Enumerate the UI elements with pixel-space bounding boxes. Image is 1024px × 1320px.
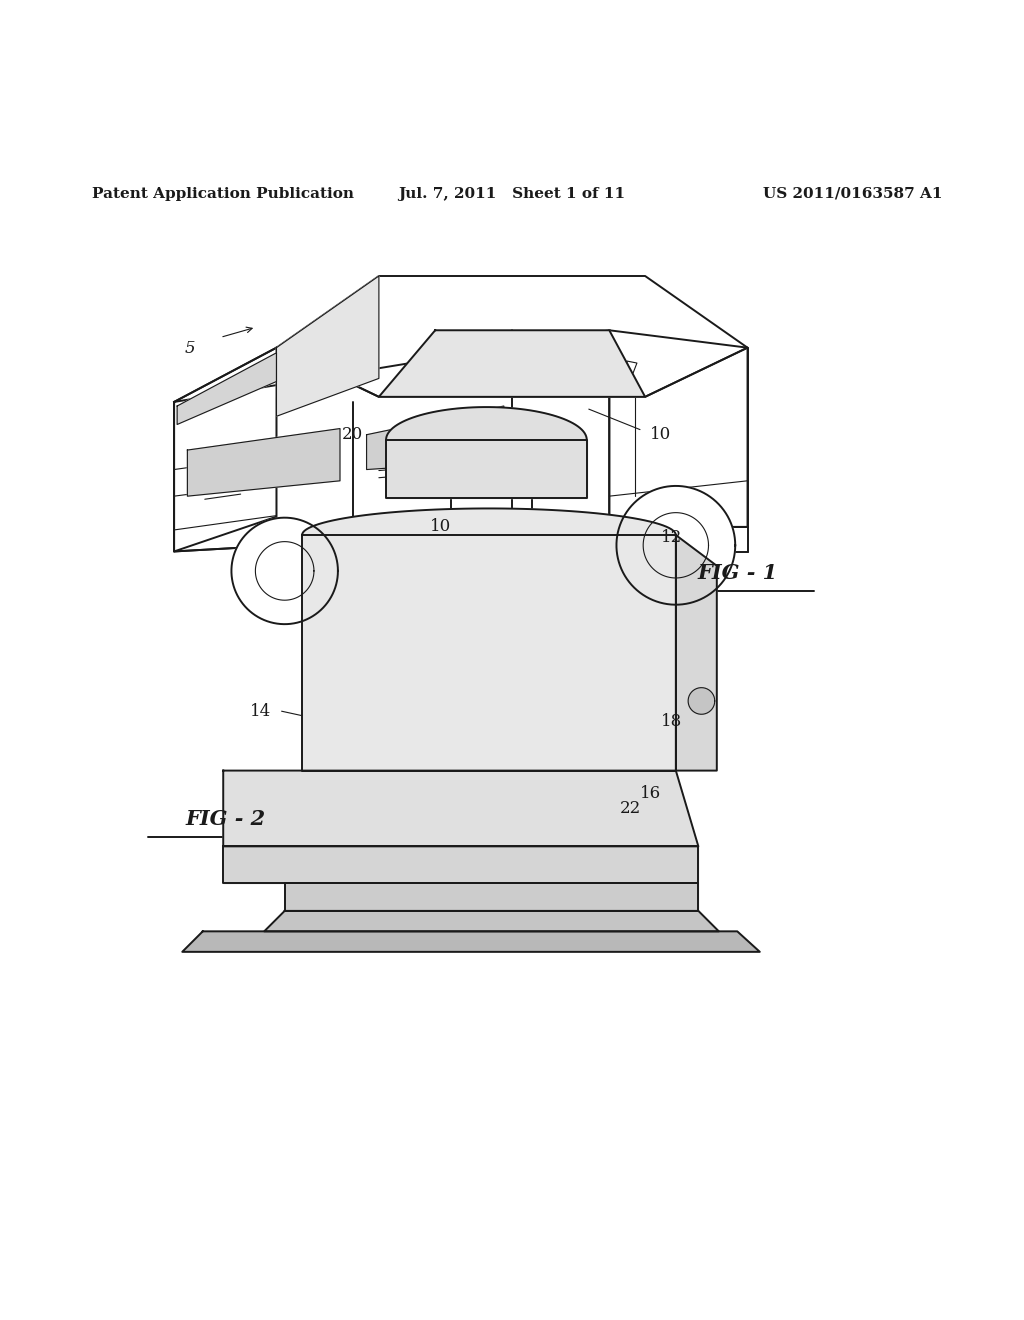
Text: 12: 12 xyxy=(660,528,682,545)
Polygon shape xyxy=(616,486,735,605)
Polygon shape xyxy=(676,535,717,771)
Polygon shape xyxy=(367,407,504,470)
Text: Patent Application Publication: Patent Application Publication xyxy=(92,187,354,201)
Polygon shape xyxy=(302,535,676,771)
Polygon shape xyxy=(276,276,748,397)
Polygon shape xyxy=(285,883,698,911)
Polygon shape xyxy=(379,330,645,397)
Text: 22: 22 xyxy=(620,800,641,817)
Text: US 2011/0163587 A1: US 2011/0163587 A1 xyxy=(763,187,942,201)
Text: Jul. 7, 2011   Sheet 1 of 11: Jul. 7, 2011 Sheet 1 of 11 xyxy=(398,187,626,201)
Text: 10: 10 xyxy=(430,519,451,536)
Text: 16: 16 xyxy=(640,784,662,801)
Polygon shape xyxy=(302,508,676,535)
Polygon shape xyxy=(231,517,338,624)
Polygon shape xyxy=(264,911,719,932)
Text: FIG - 2: FIG - 2 xyxy=(185,809,265,829)
Text: 20: 20 xyxy=(342,426,364,444)
Polygon shape xyxy=(177,352,276,425)
Polygon shape xyxy=(386,407,587,440)
Polygon shape xyxy=(609,330,748,527)
Polygon shape xyxy=(174,330,609,552)
Polygon shape xyxy=(187,429,340,496)
Polygon shape xyxy=(182,932,760,952)
Text: 18: 18 xyxy=(660,713,682,730)
Polygon shape xyxy=(174,347,276,552)
Polygon shape xyxy=(688,688,715,714)
Polygon shape xyxy=(223,771,698,846)
Polygon shape xyxy=(223,846,698,883)
Text: 5: 5 xyxy=(184,339,195,356)
Polygon shape xyxy=(386,440,587,498)
Text: FIG - 1: FIG - 1 xyxy=(697,562,777,583)
Polygon shape xyxy=(276,276,379,416)
Text: 10: 10 xyxy=(650,426,672,444)
Text: 14: 14 xyxy=(250,702,271,719)
